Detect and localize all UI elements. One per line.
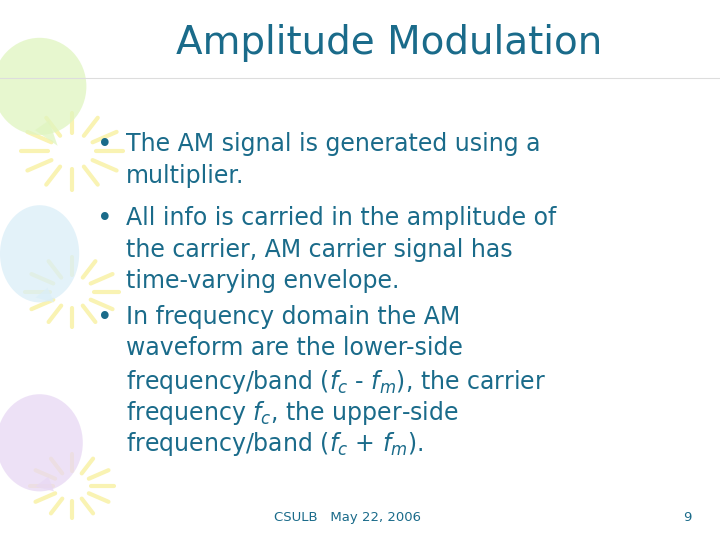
Text: •: • [97, 305, 113, 331]
Text: The AM signal is generated using a: The AM signal is generated using a [126, 132, 541, 156]
Text: 9: 9 [683, 511, 691, 524]
Text: CSULB   May 22, 2006: CSULB May 22, 2006 [274, 511, 420, 524]
Polygon shape [35, 477, 54, 491]
Polygon shape [36, 288, 54, 302]
Text: frequency/band ($f_c$ - $f_m$), the carrier: frequency/band ($f_c$ - $f_m$), the carr… [126, 368, 546, 396]
Ellipse shape [0, 394, 83, 491]
Text: •: • [97, 206, 113, 232]
Text: multiplier.: multiplier. [126, 164, 244, 187]
Text: •: • [97, 132, 113, 158]
Text: the carrier, AM carrier signal has: the carrier, AM carrier signal has [126, 238, 513, 261]
Text: frequency/band ($f_c$ + $f_m$).: frequency/band ($f_c$ + $f_m$). [126, 430, 423, 458]
Text: All info is carried in the amplitude of: All info is carried in the amplitude of [126, 206, 557, 230]
Text: time-varying envelope.: time-varying envelope. [126, 269, 400, 293]
Ellipse shape [0, 205, 79, 302]
Text: frequency $f_c$, the upper-side: frequency $f_c$, the upper-side [126, 399, 459, 427]
Polygon shape [35, 120, 58, 146]
Text: waveform are the lower-side: waveform are the lower-side [126, 336, 463, 360]
Text: In frequency domain the AM: In frequency domain the AM [126, 305, 460, 329]
Ellipse shape [0, 38, 86, 135]
Text: Amplitude Modulation: Amplitude Modulation [176, 24, 602, 62]
